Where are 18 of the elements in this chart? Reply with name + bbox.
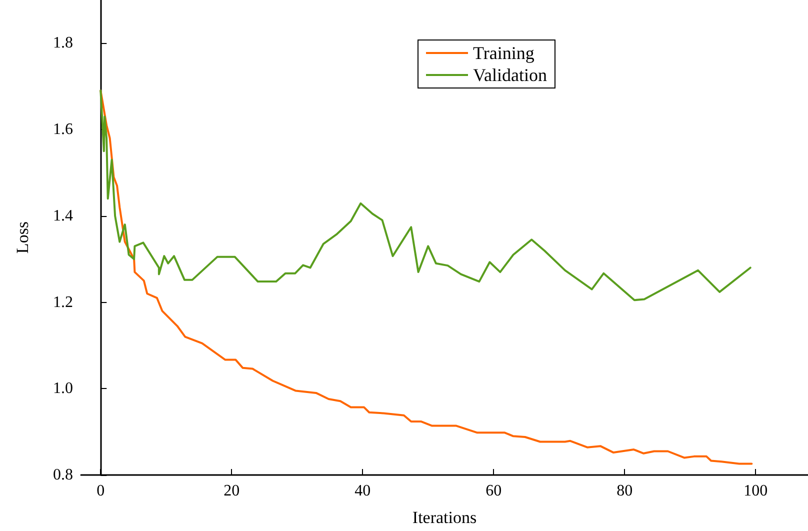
x-tick-label: 80 <box>616 482 633 500</box>
x-tick-label: 60 <box>486 482 502 500</box>
legend-label: Validation <box>473 65 547 85</box>
y-tick-label: 1.8 <box>53 34 73 52</box>
x-axis-title: Iterations <box>412 508 477 527</box>
x-tick-label: 0 <box>96 482 105 500</box>
y-tick-label: 1.6 <box>53 121 73 138</box>
y-tick-label: 1.4 <box>53 207 73 224</box>
x-tick-label: 40 <box>354 482 371 500</box>
line-series <box>100 90 752 302</box>
x-tick-label: 100 <box>744 482 768 500</box>
y-tick-label: 1.2 <box>53 294 73 311</box>
y-axis-title: Loss <box>13 221 32 254</box>
legend-label: Training <box>473 43 534 63</box>
line-series <box>100 90 753 465</box>
x-tick-label: 20 <box>224 482 240 500</box>
y-tick-label: 1.0 <box>53 380 73 398</box>
y-tick-label: 0.8 <box>53 466 73 484</box>
